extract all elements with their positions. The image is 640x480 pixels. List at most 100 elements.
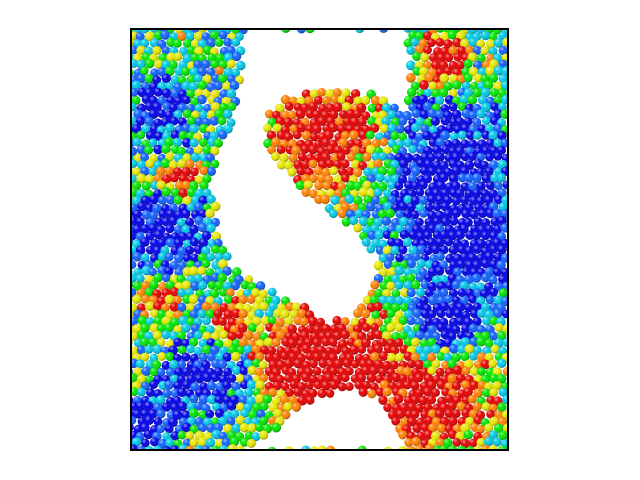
particle-shading (350, 159, 361, 169)
particle-shading (430, 116, 440, 126)
particle-shading (340, 159, 350, 169)
particle-shading (435, 194, 445, 205)
particle-shading (161, 144, 171, 154)
particle-shading (435, 152, 445, 162)
particle-shading (403, 137, 413, 148)
particle-shading (418, 180, 428, 190)
particle-shading (375, 173, 385, 183)
particle-shading (190, 96, 200, 107)
particle-shading (415, 287, 426, 298)
particle-shading (424, 72, 435, 83)
particle-shading (423, 230, 433, 240)
particle-shading (136, 73, 146, 83)
particle-shading (493, 95, 503, 105)
particle-shading (299, 317, 309, 326)
particle-shading (177, 159, 187, 169)
particle-shading (493, 151, 503, 161)
particle-shading (472, 117, 482, 127)
particle-shading (132, 224, 143, 235)
particle-shading (427, 166, 437, 176)
particle-shading (131, 80, 141, 90)
particle-shading (255, 324, 265, 334)
particle-shading (406, 87, 417, 97)
particle-shading (341, 102, 352, 112)
particle-shading (136, 387, 146, 397)
particle-shading (201, 59, 211, 69)
particle-shading (303, 180, 313, 190)
particle-shading (193, 60, 203, 70)
particle-shading (493, 138, 503, 148)
particle-shading (173, 195, 183, 205)
particle-shading (353, 308, 363, 318)
particle-shading (366, 372, 377, 383)
particle-shading (207, 53, 217, 62)
particle-shading (150, 181, 159, 190)
particle-shading (480, 87, 491, 98)
particle-shading (387, 180, 396, 190)
particle-shading (206, 381, 217, 391)
particle-shading (202, 372, 212, 383)
particle-shading (443, 39, 453, 49)
particle-shading (271, 422, 282, 433)
particle-shading (198, 209, 208, 219)
particle-shading (436, 52, 447, 63)
particle-shading (485, 295, 495, 305)
particle-shading (453, 52, 463, 62)
particle-shading (338, 137, 348, 148)
particle-shading (485, 208, 496, 219)
particle-shading (198, 237, 209, 248)
particle-shading (447, 30, 457, 40)
particle-shading (161, 88, 172, 99)
particle-shading (497, 173, 507, 183)
particle-shading (214, 66, 224, 75)
particle-shading (477, 367, 486, 376)
particle-shading (140, 38, 149, 48)
particle-shading (137, 87, 147, 98)
particle-shading (439, 173, 449, 183)
particle-shading (349, 216, 359, 226)
particle-shading (190, 167, 199, 177)
particle-shading (358, 387, 368, 397)
particle-shading (415, 187, 425, 197)
particle-shading (440, 130, 450, 141)
particle-shading (214, 38, 224, 47)
particle-shading (369, 123, 380, 133)
particle-shading (435, 237, 445, 247)
particle-shading (398, 116, 408, 126)
particle-shading (181, 123, 192, 134)
particle-shading (419, 109, 430, 120)
particle-shading (332, 345, 342, 355)
particle-shading (386, 166, 397, 177)
particle-shading (291, 402, 302, 412)
particle-shading (169, 173, 179, 183)
particle-shading (448, 102, 458, 112)
particle-shading (308, 359, 318, 369)
particle-shading (160, 158, 171, 169)
particle-shading (416, 158, 426, 168)
particle-shading (181, 224, 191, 235)
particle-shading (206, 166, 217, 176)
particle-shading (131, 174, 137, 184)
particle-shading (131, 273, 137, 283)
particle-shading (293, 358, 303, 369)
particle-shading (461, 209, 471, 219)
particle-shading (178, 130, 188, 140)
particle-shading (199, 166, 209, 176)
particle-shading (177, 246, 187, 256)
particle-shading (404, 180, 414, 190)
particle-shading (131, 159, 138, 169)
particle-shading (367, 389, 377, 399)
particle-shading (390, 245, 400, 256)
particle-shading (408, 230, 418, 240)
particle-shading (501, 309, 508, 319)
particle-shading (465, 130, 475, 140)
particle-shading (218, 130, 228, 140)
particle-shading (140, 224, 150, 234)
particle-shading (427, 309, 437, 319)
particle-shading (131, 423, 134, 432)
particle-shading (464, 173, 474, 183)
particle-shading (408, 131, 418, 141)
particle-shading (485, 224, 494, 234)
